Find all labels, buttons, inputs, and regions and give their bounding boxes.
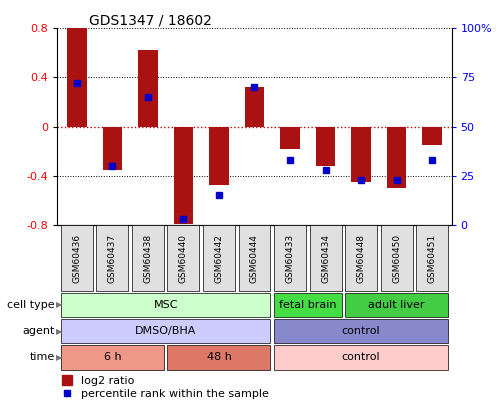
Bar [381, 226, 413, 291]
Text: cell type: cell type [7, 300, 55, 310]
Text: 6 h: 6 h [104, 352, 121, 362]
Bar [316, 126, 335, 166]
Text: GSM60433: GSM60433 [285, 234, 294, 283]
Bar [61, 226, 93, 291]
Bar [245, 87, 264, 126]
Text: GSM60448: GSM60448 [356, 234, 366, 283]
Bar [239, 226, 270, 291]
Bar [132, 226, 164, 291]
Bar [345, 226, 377, 291]
Text: GSM60434: GSM60434 [321, 234, 330, 283]
Text: time: time [29, 352, 55, 362]
Text: adult liver: adult liver [368, 300, 425, 310]
Bar [280, 126, 300, 149]
Text: GSM60440: GSM60440 [179, 234, 188, 283]
Text: fetal brain: fetal brain [279, 300, 336, 310]
Bar [61, 345, 164, 369]
Bar [387, 126, 406, 188]
Text: control: control [342, 326, 380, 336]
Legend: log2 ratio, percentile rank within the sample: log2 ratio, percentile rank within the s… [63, 376, 268, 399]
Text: 48 h: 48 h [207, 352, 232, 362]
Bar [168, 345, 270, 369]
Bar [138, 51, 158, 126]
Text: GSM60437: GSM60437 [108, 234, 117, 283]
Text: GSM60436: GSM60436 [72, 234, 81, 283]
Bar [61, 293, 270, 317]
Text: DMSO/BHA: DMSO/BHA [135, 326, 197, 336]
Text: GSM60438: GSM60438 [143, 234, 153, 283]
Text: control: control [342, 352, 380, 362]
Bar [274, 345, 448, 369]
Bar [168, 226, 200, 291]
Bar [274, 319, 448, 343]
Text: ▶: ▶ [56, 353, 62, 362]
Bar [274, 226, 306, 291]
Text: GDS1347 / 18602: GDS1347 / 18602 [89, 13, 212, 27]
Bar [345, 293, 448, 317]
Bar [422, 126, 442, 145]
Text: ▶: ▶ [56, 326, 62, 336]
Bar [203, 226, 235, 291]
Bar [416, 226, 448, 291]
Bar [309, 226, 341, 291]
Text: MSC: MSC [154, 300, 178, 310]
Text: agent: agent [22, 326, 55, 336]
Bar [274, 293, 341, 317]
Bar [67, 28, 87, 126]
Bar [103, 126, 122, 170]
Text: GSM60444: GSM60444 [250, 234, 259, 283]
Text: GSM60451: GSM60451 [428, 234, 437, 283]
Bar [351, 126, 371, 182]
Text: ▶: ▶ [56, 300, 62, 309]
Bar [61, 319, 270, 343]
Bar [174, 126, 193, 224]
Bar [96, 226, 128, 291]
Text: GSM60450: GSM60450 [392, 234, 401, 283]
Bar [209, 126, 229, 185]
Text: GSM60442: GSM60442 [215, 234, 224, 283]
